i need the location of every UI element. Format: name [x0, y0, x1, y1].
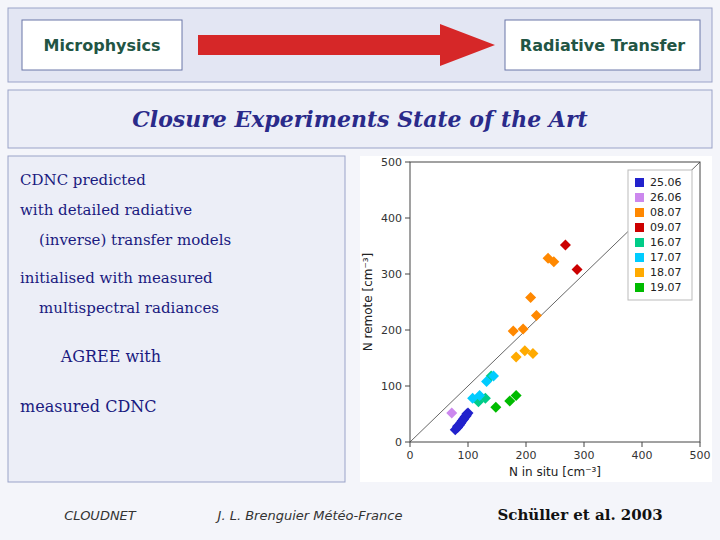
legend-swatch	[635, 268, 644, 277]
scatter-point	[446, 407, 457, 418]
microphysics-label: Microphysics	[43, 36, 160, 55]
top-bar	[8, 8, 712, 82]
legend-swatch	[635, 283, 644, 292]
left-box-line: multispectral radiances	[20, 299, 219, 317]
microphysics-box	[22, 20, 182, 70]
y-tick	[405, 162, 410, 163]
legend-swatch	[635, 178, 644, 187]
x-tick-label: 300	[574, 449, 595, 462]
y-tick-label: 0	[395, 436, 402, 449]
legend-label: 08.07	[650, 206, 682, 219]
scatter-point	[560, 239, 571, 250]
title: Closure Experiments State of the Art	[132, 106, 587, 132]
scatter-point	[518, 323, 529, 334]
scatter-point	[548, 256, 559, 267]
scatter-point	[511, 351, 522, 362]
legend-frame	[628, 170, 692, 300]
y-axis-label: N remote [cm⁻³]	[361, 253, 375, 352]
legend-label: 26.06	[650, 191, 682, 204]
y-tick	[405, 330, 410, 331]
title-bar	[8, 90, 712, 148]
y-tick	[405, 218, 410, 219]
legend-swatch	[635, 253, 644, 262]
x-tick-label: 0	[407, 449, 414, 462]
scatter-point	[511, 390, 522, 401]
left-box-line: (inverse) transfer models	[20, 231, 231, 249]
scatter-point	[508, 326, 519, 337]
x-tick	[410, 442, 411, 447]
bottom-left-text: CLOUDNET	[64, 508, 137, 523]
y-tick-label: 500	[381, 156, 402, 169]
left-box	[8, 156, 345, 482]
x-tick-label: 400	[632, 449, 653, 462]
legend-swatch	[635, 223, 644, 232]
x-tick	[468, 442, 469, 447]
x-tick-label: 100	[458, 449, 479, 462]
arrow	[198, 24, 495, 66]
plot-panel	[360, 156, 712, 482]
scatter-point	[531, 310, 542, 321]
scatter-point	[452, 422, 463, 433]
x-tick-label: 500	[690, 449, 711, 462]
x-tick	[526, 442, 527, 447]
y-tick	[405, 442, 410, 443]
scatter-point	[488, 370, 499, 381]
legend-swatch	[635, 238, 644, 247]
y-tick-label: 100	[381, 380, 402, 393]
left-box-line: initialised with measured	[20, 269, 213, 287]
plot-area	[410, 162, 700, 442]
scatter-point	[527, 348, 538, 359]
y-tick	[405, 274, 410, 275]
scatter-point	[572, 264, 583, 275]
left-box-line: CDNC predicted	[20, 171, 146, 189]
legend-swatch	[635, 193, 644, 202]
plot-frame	[410, 162, 700, 442]
left-box-line: with detailed radiative	[20, 201, 192, 219]
canvas: Microphysics Radiative Transfer Closure Ex…	[0, 0, 720, 540]
y-tick	[405, 386, 410, 387]
legend-label: 16.07	[650, 236, 682, 249]
legend-label: 25.06	[650, 176, 682, 189]
x-tick	[584, 442, 585, 447]
one-to-one-line	[410, 162, 700, 442]
legend-label: 17.07	[650, 251, 682, 264]
legend-label: 19.07	[650, 281, 682, 294]
radiative-label: Radiative Transfer	[520, 36, 685, 55]
background	[0, 0, 720, 540]
scatter-point	[490, 402, 501, 413]
left-box-line: AGREE with	[20, 347, 161, 366]
y-tick-label: 200	[381, 324, 402, 337]
scatter-point	[474, 390, 485, 401]
scatter-point	[525, 292, 536, 303]
legend-label: 09.07	[650, 221, 682, 234]
y-tick-label: 400	[381, 212, 402, 225]
legend: 25.06 26.06 08.07 09.07 16.07 17.07 18.07 19.07	[628, 170, 692, 300]
y-tick-label: 300	[381, 268, 402, 281]
x-tick	[642, 442, 643, 447]
legend-swatch	[635, 208, 644, 217]
bottom-right-text: Schüller et al. 2003	[497, 506, 662, 524]
legend-label: 18.07	[650, 266, 682, 279]
scatter-point	[461, 409, 472, 420]
x-axis-label: N in situ [cm⁻³]	[509, 465, 601, 479]
x-tick-label: 200	[516, 449, 537, 462]
bottom-center-text: J. L. Brenguier Météo-France	[215, 508, 403, 523]
radiative-box	[505, 20, 700, 70]
x-tick	[700, 442, 701, 447]
left-box-line: measured CDNC	[20, 397, 156, 416]
